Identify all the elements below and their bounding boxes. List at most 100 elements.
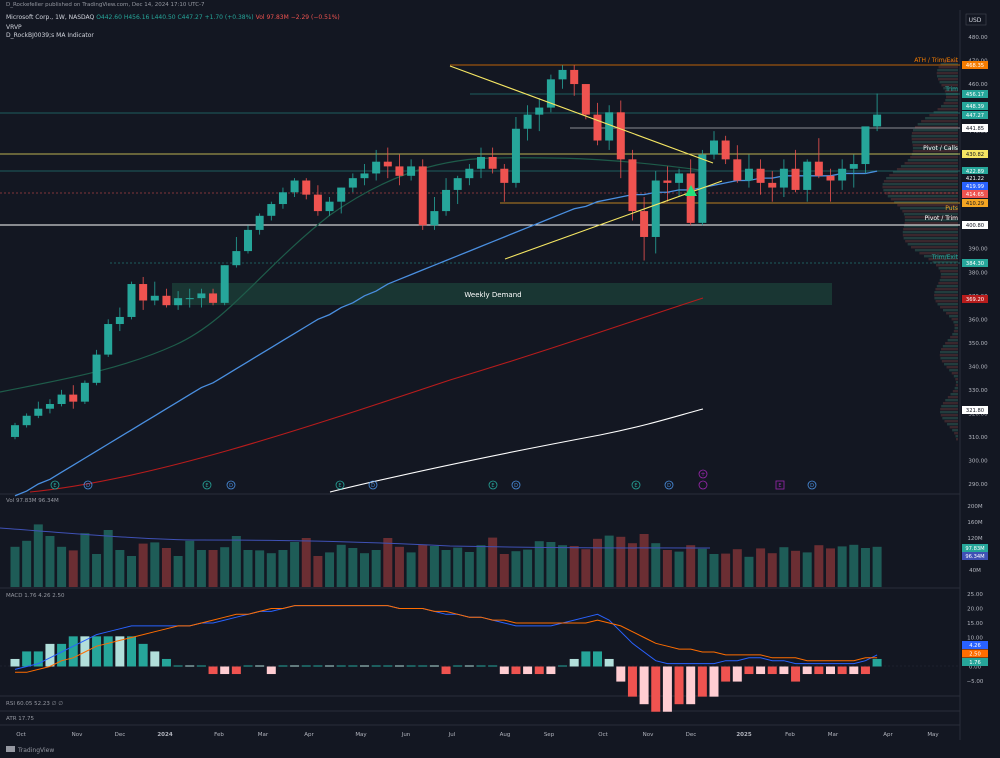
candle[interactable] xyxy=(337,187,346,214)
symbol-title[interactable]: Microsoft Corp., 1W, NASDAQ xyxy=(6,14,95,21)
volume-bar[interactable] xyxy=(767,553,777,587)
candle[interactable] xyxy=(768,171,777,202)
candle[interactable] xyxy=(651,171,660,254)
macd-hist-bar[interactable] xyxy=(173,665,183,667)
candle[interactable] xyxy=(244,225,252,254)
volume-bar[interactable] xyxy=(686,545,696,587)
volume-bar[interactable] xyxy=(231,536,241,587)
macd-hist-bar[interactable] xyxy=(406,665,416,667)
macd-hist-bar[interactable] xyxy=(779,666,789,675)
macd-hist-bar[interactable] xyxy=(826,666,835,675)
candle[interactable] xyxy=(174,291,183,310)
candle[interactable] xyxy=(546,74,555,113)
candle[interactable] xyxy=(197,288,206,308)
macd-hist-bar[interactable] xyxy=(604,658,614,667)
candle[interactable] xyxy=(616,100,625,179)
volume-bar[interactable] xyxy=(534,541,544,587)
candle[interactable] xyxy=(675,168,684,197)
volume-bar[interactable] xyxy=(697,548,707,587)
macd-hist-bar[interactable] xyxy=(45,643,55,667)
volume-bar[interactable] xyxy=(732,549,742,587)
volume-bar[interactable] xyxy=(709,554,719,587)
volume-bar[interactable] xyxy=(814,545,824,587)
macd-hist-bar[interactable] xyxy=(127,636,136,667)
candle[interactable] xyxy=(663,166,672,202)
volume-bar[interactable] xyxy=(33,524,43,587)
candle[interactable] xyxy=(115,307,124,332)
macd-hist-bar[interactable] xyxy=(10,658,20,667)
candle[interactable] xyxy=(500,164,509,202)
volume-bar[interactable] xyxy=(57,546,67,587)
macd-hist-bar[interactable] xyxy=(639,666,649,705)
candle[interactable] xyxy=(418,159,427,230)
volume-bar[interactable] xyxy=(872,546,882,587)
candle[interactable] xyxy=(581,84,590,120)
macd-hist-bar[interactable] xyxy=(744,666,754,675)
volume-bar[interactable] xyxy=(243,550,253,587)
macd-hist-bar[interactable] xyxy=(266,666,276,675)
macd-hist-bar[interactable] xyxy=(313,665,323,667)
macd-hist-bar[interactable] xyxy=(208,666,218,675)
candle[interactable] xyxy=(523,105,532,141)
macd-hist-bar[interactable] xyxy=(348,665,358,667)
candle[interactable] xyxy=(605,105,614,150)
price-candles[interactable] xyxy=(11,65,882,440)
macd-hist-bar[interactable] xyxy=(872,658,882,667)
volume-bar[interactable] xyxy=(103,530,113,587)
macd-hist-bar[interactable] xyxy=(453,665,463,667)
candle[interactable] xyxy=(127,281,136,320)
volume-bar[interactable] xyxy=(802,552,812,587)
candle[interactable] xyxy=(395,154,404,186)
volume-bar[interactable] xyxy=(196,550,206,587)
volume-bar[interactable] xyxy=(546,542,556,587)
candle[interactable] xyxy=(209,288,218,306)
candle[interactable] xyxy=(814,138,823,179)
macd-hist-bar[interactable] xyxy=(92,636,102,667)
volume-bar[interactable] xyxy=(651,543,661,587)
macd-hist-bar[interactable] xyxy=(686,666,696,705)
macd-hist-bar[interactable] xyxy=(301,665,311,667)
macd-hist-bar[interactable] xyxy=(534,666,544,675)
volume-bar[interactable] xyxy=(68,550,78,587)
volume-bar[interactable] xyxy=(10,546,20,587)
candle[interactable] xyxy=(791,149,800,193)
volume-bar[interactable] xyxy=(744,556,754,587)
macd-hist-bar[interactable] xyxy=(849,666,859,675)
level-lines[interactable]: ATH / Trim/Exit Trim Pivot / Calls Puts … xyxy=(0,57,960,264)
indicator-ma[interactable]: D_RockBJ0039;s MA Indicator xyxy=(6,32,94,39)
candle[interactable] xyxy=(779,159,788,197)
macd-hist-bar[interactable] xyxy=(732,666,742,682)
volume-bar[interactable] xyxy=(208,550,218,587)
candle[interactable] xyxy=(278,187,287,209)
candle[interactable] xyxy=(290,178,299,197)
macd-hist-bar[interactable] xyxy=(336,665,346,667)
event-markers[interactable]: E D E D E D E D E D + E D xyxy=(50,469,817,490)
candle[interactable] xyxy=(383,147,392,179)
candle[interactable] xyxy=(407,159,416,181)
candle[interactable] xyxy=(535,98,544,132)
macd-hist-bar[interactable] xyxy=(325,665,335,667)
volume-bar[interactable] xyxy=(860,548,870,587)
volume-bar[interactable] xyxy=(604,535,614,587)
volume-bar[interactable] xyxy=(115,550,125,587)
macd-hist-bar[interactable] xyxy=(429,665,439,667)
volume-bar[interactable] xyxy=(558,545,568,587)
candle[interactable] xyxy=(453,175,462,205)
macd-hist-bar[interactable] xyxy=(196,665,206,667)
candle[interactable] xyxy=(873,93,882,132)
candle[interactable] xyxy=(57,389,66,407)
macd-hist-bar[interactable] xyxy=(278,665,288,667)
candle[interactable] xyxy=(640,196,649,261)
macd-hist-bar[interactable] xyxy=(511,666,521,675)
volume-bar[interactable] xyxy=(639,534,649,587)
candle[interactable] xyxy=(255,213,264,235)
macd-hist-bar[interactable] xyxy=(138,643,148,667)
volume-bar[interactable] xyxy=(138,543,148,587)
volume-bar[interactable] xyxy=(826,548,835,587)
volume-bar[interactable] xyxy=(348,548,358,587)
macd-hist-bar[interactable] xyxy=(150,651,160,667)
candle[interactable] xyxy=(92,349,101,386)
volume-bar[interactable] xyxy=(22,540,32,587)
volume-bar[interactable] xyxy=(290,542,300,587)
macd-hist-bar[interactable] xyxy=(220,666,230,675)
